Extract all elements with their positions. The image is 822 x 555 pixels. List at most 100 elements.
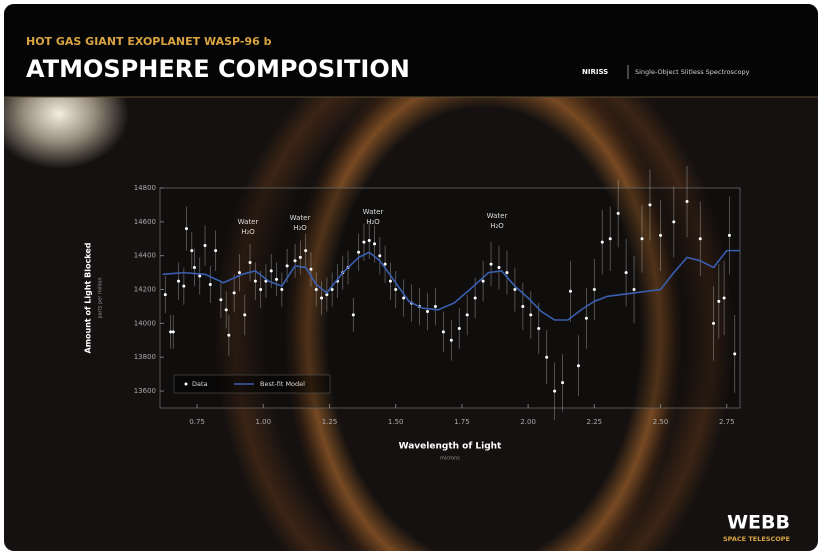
subtitle: HOT GAS GIANT EXOPLANET WASP-96 b [26,35,272,48]
data-point [280,288,283,291]
data-point [490,263,493,266]
x-axis-unit: microns [440,456,460,462]
data-point [633,288,636,291]
annotation-label: Water [290,214,311,222]
data-point [357,251,360,254]
data-point [717,300,720,303]
data-point [593,288,596,291]
infographic: HOT GAS GIANT EXOPLANET WASP-96 b ATMOSP… [4,4,818,551]
instrument: NIRISS [582,68,608,76]
data-point [254,280,257,283]
data-point [286,264,289,267]
data-point [320,297,323,300]
data-point [577,364,580,367]
data-point [373,242,376,245]
data-point [537,327,540,330]
data-point [204,244,207,247]
data-point [569,290,572,293]
x-tick-label: 1.75 [454,418,470,426]
data-point [450,339,453,342]
data-point [513,288,516,291]
title: ATMOSPHERE COMPOSITION [26,55,410,83]
y-axis-label: Amount of Light Blocked [84,242,93,353]
header-band [4,4,818,97]
logo-name: WEBB [727,512,790,534]
data-point [733,352,736,355]
data-point [521,305,524,308]
data-point [164,293,167,296]
data-point [545,356,548,359]
annotation-formula: H₂O [366,218,380,226]
annotation-formula: H₂O [241,228,255,236]
data-point [172,330,175,333]
data-point [394,288,397,291]
data-point [190,249,193,252]
data-point [182,285,185,288]
data-point [193,266,196,269]
data-point [482,280,485,283]
y-tick-label: 13800 [134,353,156,361]
data-point [474,297,477,300]
y-tick-label: 13600 [134,387,156,395]
y-tick-label: 14800 [134,184,156,192]
data-point [505,271,508,274]
data-point [177,280,180,283]
data-point [442,330,445,333]
y-tick-label: 14000 [134,319,156,327]
data-point [209,283,212,286]
data-point [259,288,262,291]
data-point [198,275,201,278]
data-point [389,280,392,283]
data-point [299,256,302,259]
x-tick-label: 2.00 [520,418,536,426]
data-point [304,249,307,252]
annotation-formula: H₂O [293,224,307,232]
data-point [362,241,365,244]
data-point [352,313,355,316]
data-point [723,297,726,300]
data-point [233,291,236,294]
data-point [219,298,222,301]
data-point [553,390,556,393]
legend-marker [185,383,188,386]
x-tick-label: 1.25 [322,418,338,426]
x-tick-label: 1.50 [388,418,404,426]
data-point [625,271,628,274]
y-tick-label: 14600 [134,218,156,226]
logo-tagline: SPACE TELESCOPE [723,535,790,543]
annotation-formula: H₂O [490,222,504,230]
annotation-label: Water [363,208,384,216]
annotation-label: Water [487,212,508,220]
data-point [309,268,312,271]
x-tick-label: 2.25 [587,418,603,426]
data-point [686,200,689,203]
data-point [434,305,437,308]
data-point [169,330,172,333]
data-point [227,334,230,337]
x-tick-label: 0.75 [189,418,205,426]
data-point [617,212,620,215]
data-point [699,237,702,240]
data-point [659,234,662,237]
data-point [378,254,381,257]
data-point [249,261,252,264]
x-tick-label: 2.75 [719,418,735,426]
x-tick-label: 1.00 [255,418,271,426]
data-point [270,269,273,272]
data-point [529,313,532,316]
data-point [648,203,651,206]
data-point [672,220,675,223]
legend-label: Data [192,380,208,388]
data-point [585,317,588,320]
y-tick-label: 14400 [134,252,156,260]
data-point [497,266,500,269]
data-point [712,322,715,325]
data-point [561,381,564,384]
data-point [402,297,405,300]
data-point [225,308,228,311]
annotation-label: Water [238,218,259,226]
mode: Single-Object Slitless Spectroscopy [635,68,750,76]
page: HOT GAS GIANT EXOPLANET WASP-96 b ATMOSP… [0,0,822,555]
data-point [294,259,297,262]
data-point [185,227,188,230]
